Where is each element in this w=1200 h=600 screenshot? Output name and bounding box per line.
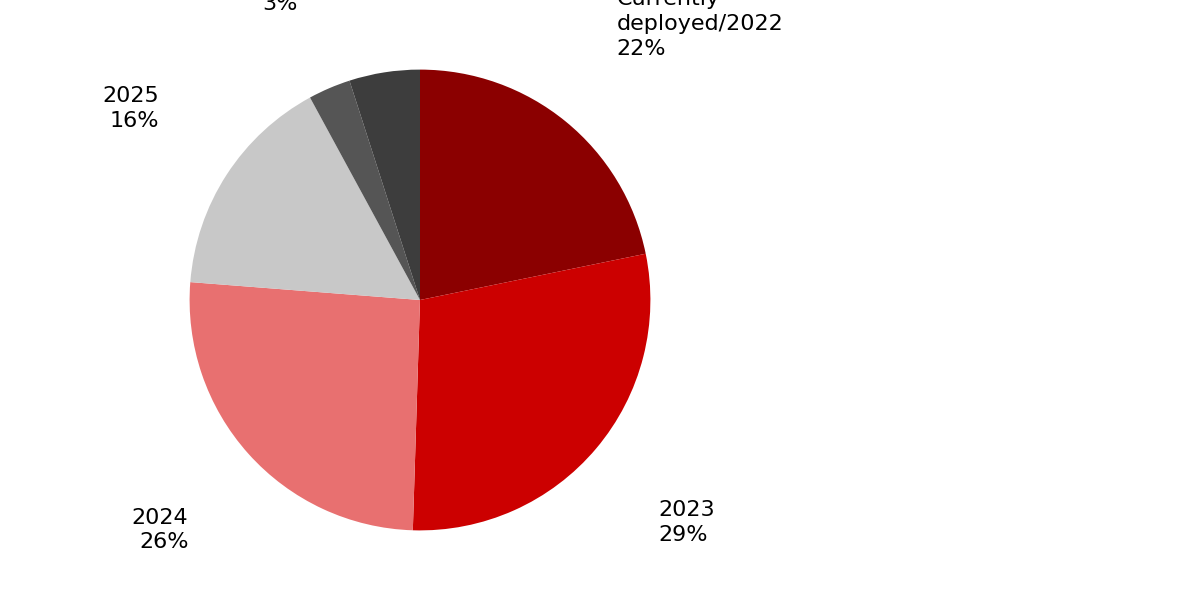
Text: Currently
deployed/2022
22%: Currently deployed/2022 22%	[617, 0, 784, 59]
Wedge shape	[413, 254, 650, 530]
Text: 2024
26%: 2024 26%	[132, 508, 188, 553]
Text: 2026 or later
3%: 2026 or later 3%	[152, 0, 298, 14]
Wedge shape	[191, 98, 420, 300]
Text: 2025
16%: 2025 16%	[102, 86, 160, 131]
Wedge shape	[420, 70, 646, 300]
Text: 2023
29%: 2023 29%	[658, 500, 714, 545]
Wedge shape	[310, 80, 420, 300]
Wedge shape	[190, 282, 420, 530]
Wedge shape	[349, 70, 420, 300]
